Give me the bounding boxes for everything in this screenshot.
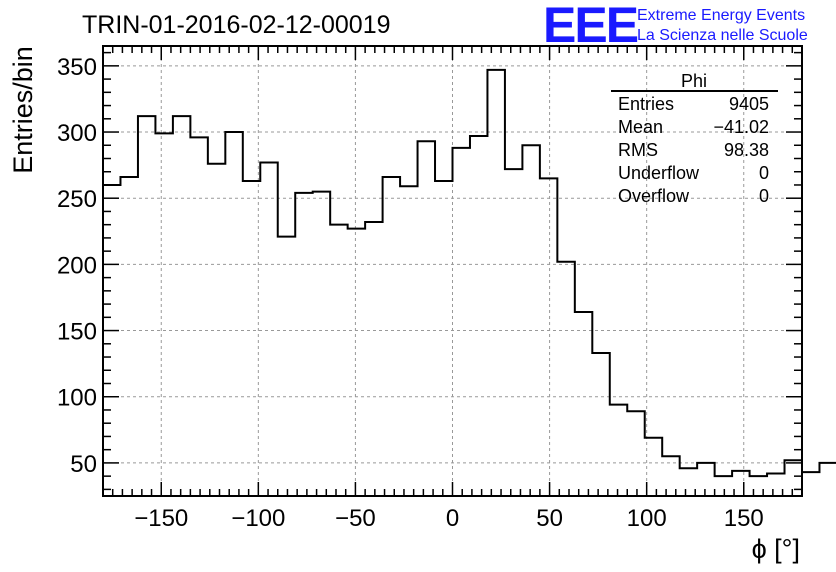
histogram-bin: [802, 472, 819, 496]
histogram-bin: [627, 411, 644, 496]
histogram-bin: [819, 463, 836, 496]
chart-title: TRIN-01-2016-02-12-00019: [82, 11, 391, 39]
histogram-bin: [575, 312, 592, 496]
eee-logo: EEE Extreme Energy Events La Scienza nel…: [543, 0, 808, 53]
histogram-bin: [155, 133, 172, 496]
axis-tick-labels: −150 −100 −50 0 50 100 150 50 100 150 200 250 300 350: [57, 54, 764, 532]
y-tick-label: 350: [57, 54, 97, 81]
y-tick-label: 200: [57, 252, 97, 279]
x-tick-label: −150: [134, 505, 188, 532]
histogram-bin: [750, 476, 767, 496]
histogram-bin: [697, 463, 714, 496]
histogram-bin: [540, 178, 557, 496]
y-tick-label: 100: [57, 385, 97, 412]
histogram-bin: [435, 181, 452, 496]
x-tick-label: 150: [724, 505, 764, 532]
axis-ticks: [103, 46, 802, 496]
histogram-outline: [103, 68, 836, 478]
x-axis-label: ϕ [°]: [752, 534, 800, 564]
stats-entries-value: 9405: [729, 94, 769, 114]
histogram-bin: [278, 237, 295, 496]
histogram-bin: [662, 456, 679, 496]
histogram-bin: [470, 136, 487, 496]
histogram-bin: [505, 169, 522, 496]
x-tick-label: 100: [627, 505, 667, 532]
stats-mean-value: −41.02: [713, 117, 769, 137]
y-tick-label: 150: [57, 319, 97, 346]
logo-letters: EEE: [543, 0, 638, 53]
stats-overflow-value: 0: [759, 186, 769, 206]
histogram-bin: [330, 225, 347, 496]
histogram-bin: [453, 148, 470, 496]
x-tick-label: 50: [536, 505, 563, 532]
logo-line-2: La Scienza nelle Scuole: [637, 27, 808, 44]
y-tick-label: 250: [57, 186, 97, 213]
x-tick-label: −100: [231, 505, 285, 532]
histogram-bin: [400, 186, 417, 496]
x-tick-label: 0: [446, 505, 459, 532]
histogram-bin: [173, 116, 190, 496]
histogram-bin: [243, 181, 260, 496]
histogram-series: [103, 68, 836, 496]
histogram-bin: [383, 177, 400, 496]
y-axis-label: Entries/bin: [8, 46, 38, 174]
histogram-bin: [190, 137, 207, 496]
x-tick-label: −50: [335, 505, 376, 532]
stats-rms-value: 98.38: [724, 140, 769, 160]
histogram-bin: [348, 229, 365, 496]
stats-mean-label: Mean: [618, 117, 663, 137]
stats-box: Phi Entries 9405 Mean −41.02 RMS 98.38 U…: [611, 71, 778, 206]
y-tick-label: 300: [57, 120, 97, 147]
stats-underflow-value: 0: [759, 163, 769, 183]
logo-line-1: Extreme Energy Events: [637, 7, 805, 24]
histogram-bin: [260, 162, 277, 496]
stats-entries-label: Entries: [618, 94, 674, 114]
histogram-bin: [120, 177, 137, 496]
histogram-bin: [522, 145, 539, 496]
histogram-bin: [138, 116, 155, 496]
histogram-bin: [365, 222, 382, 496]
histogram-bin: [313, 192, 330, 496]
y-tick-label: 50: [70, 451, 97, 478]
histogram-bin: [715, 476, 732, 496]
stats-underflow-label: Underflow: [618, 163, 700, 183]
grid: [103, 46, 802, 496]
histogram-bin: [592, 353, 609, 496]
histogram-bin: [487, 70, 504, 496]
stats-rms-label: RMS: [618, 140, 658, 160]
histogram-bin: [208, 164, 225, 496]
histogram-bin: [785, 460, 802, 496]
stats-title: Phi: [681, 71, 707, 91]
histogram-bin: [557, 262, 574, 496]
stats-overflow-label: Overflow: [618, 186, 690, 206]
histogram-bin: [418, 141, 435, 496]
histogram-bin: [610, 405, 627, 496]
histogram-bin: [295, 193, 312, 496]
histogram-bin: [225, 132, 242, 496]
